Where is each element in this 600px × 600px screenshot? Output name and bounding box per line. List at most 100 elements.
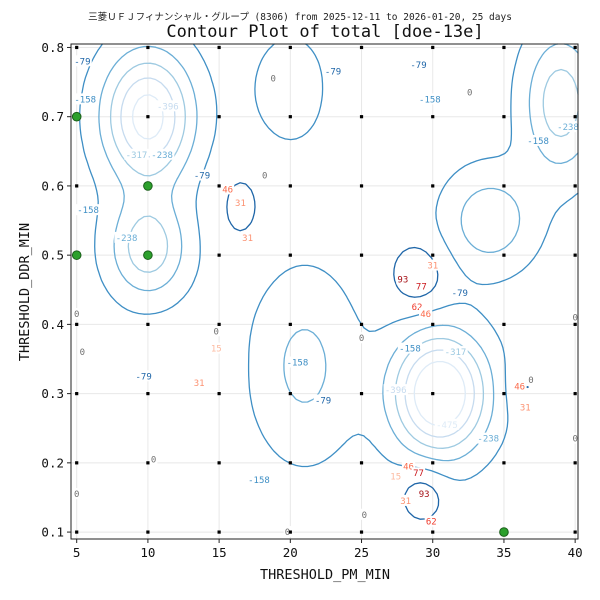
y-axis-label: THRESHOLD_DDR_MIN: [17, 223, 33, 361]
contour-label-bg: [134, 370, 154, 382]
contour-line: [226, 182, 529, 520]
contour-label: 0: [74, 310, 79, 320]
contour-label-bg: [409, 58, 428, 70]
sample-point: [502, 115, 506, 119]
y-tick-label: 0.6: [41, 178, 64, 193]
sample-point: [502, 253, 506, 257]
contour-label-bg: [518, 401, 532, 413]
sample-point: [217, 322, 221, 326]
contour-label-bg: [192, 377, 206, 389]
contour-label: -79: [410, 61, 426, 71]
contour-label-bg: [426, 259, 440, 271]
sample-point: [431, 392, 435, 396]
contour-label-bg: [155, 100, 181, 112]
contour-label: -475: [436, 421, 458, 431]
contour-label-bg: [414, 280, 428, 292]
y-tick-label: 0.4: [41, 317, 64, 332]
y-tick-label: 0.1: [41, 525, 64, 540]
plot-frame: [70, 43, 579, 540]
y-tick-label: 0.3: [41, 386, 64, 401]
sample-point: [146, 45, 150, 50]
sample-point: [573, 530, 577, 534]
contour-label: -396: [157, 102, 179, 112]
contour-label-bg: [72, 308, 81, 319]
contour-label: -79: [74, 57, 90, 67]
sample-point: [359, 322, 364, 326]
contour-label: 46: [222, 185, 233, 195]
contour-label: -158: [74, 95, 96, 105]
contour-line: [131, 94, 466, 427]
sample-point: [288, 392, 292, 396]
contour-label-bg: [209, 342, 223, 354]
contour-label-bg: [73, 93, 98, 105]
contour-label: -238: [557, 123, 579, 133]
contour-label: 31: [520, 403, 531, 413]
sample-point: [502, 322, 506, 326]
contour-label: -79: [315, 397, 331, 407]
contour-label-bg: [313, 394, 333, 406]
sample-point: [146, 392, 150, 396]
contour-label: 31: [242, 234, 253, 244]
contour-label-bg: [323, 65, 343, 77]
contour-label: 0: [467, 88, 472, 98]
x-tick-label: 25: [354, 545, 369, 560]
contour-label: 0: [151, 455, 156, 465]
sample-point: [359, 392, 364, 396]
contour-label: -158: [77, 206, 99, 216]
sample-point: [217, 253, 221, 257]
highlight-point: [71, 111, 82, 122]
contour-label-bg: [383, 384, 408, 396]
sample-point: [217, 184, 221, 188]
contour-label: 0: [74, 490, 79, 500]
contour-label: -79: [325, 68, 341, 78]
contour-line: [109, 62, 579, 449]
highlight-point: [499, 527, 509, 537]
contour-label: 31: [427, 262, 438, 272]
contour-label: 77: [413, 469, 424, 479]
contour-label-bg: [233, 197, 248, 209]
contour-label-bg: [417, 93, 443, 105]
contour-label-bg: [397, 342, 423, 354]
sample-point: [288, 115, 292, 119]
x-axis-label: THRESHOLD_PM_MIN: [260, 567, 390, 583]
x-tick-label: 5: [73, 545, 81, 560]
contour-label: -158: [419, 95, 441, 105]
contour-label-bg: [221, 183, 235, 195]
contour-label-bg: [285, 356, 310, 368]
contour-label-bg: [72, 488, 81, 499]
contour-label: -317: [126, 151, 148, 161]
sample-point: [217, 45, 221, 50]
contour-label: 0: [285, 528, 290, 538]
sample-point: [502, 45, 506, 50]
contour-labels: -79-158-396-317 -238-158-238-7946313100-7…: [72, 55, 581, 538]
contour-label: -238: [116, 234, 138, 244]
contour-label-bg: [124, 148, 149, 160]
sample-point: [217, 461, 221, 465]
contour-label: 46: [403, 462, 414, 472]
sample-point: [573, 461, 577, 465]
contour-label: 0: [214, 327, 219, 337]
sample-point: [359, 184, 364, 188]
contour-label-bg: [476, 432, 501, 444]
contour-label: 93: [419, 490, 430, 500]
contour-label-bg: [571, 432, 579, 444]
sample-point: [431, 184, 435, 188]
contour-label-bg: [419, 308, 433, 319]
x-tick-label: 20: [283, 545, 298, 560]
contour-label-bg: [410, 301, 424, 313]
sample-point: [288, 530, 292, 534]
contour-label-bg: [114, 231, 139, 243]
contour-label-bg: [434, 418, 460, 430]
contour-label-bg: [75, 204, 101, 216]
contour-label-bg: [465, 86, 474, 98]
contour-label-bg: [360, 508, 369, 520]
contour-label-bg: [525, 134, 551, 146]
sample-point: [146, 461, 150, 465]
contour-label: -238: [151, 151, 173, 161]
sample-point: [75, 184, 79, 188]
contour-label: 0: [271, 75, 276, 85]
contour-label-bg: [72, 55, 92, 67]
contour-label: 93: [397, 275, 408, 285]
contour-label: 62: [412, 303, 423, 313]
